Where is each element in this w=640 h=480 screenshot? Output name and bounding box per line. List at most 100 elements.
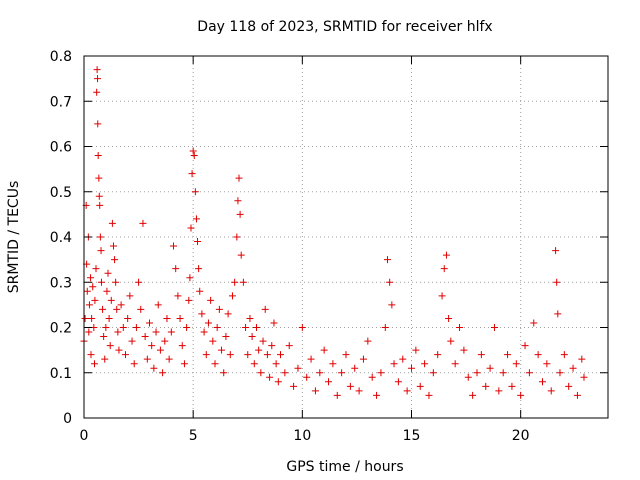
y-tick-label: 0.3	[50, 275, 72, 291]
data-point	[100, 333, 108, 341]
data-point	[547, 387, 555, 395]
y-tick-label: 0.8	[50, 49, 72, 65]
data-point	[187, 224, 195, 232]
data-point	[108, 219, 116, 227]
data-point	[364, 337, 372, 345]
data-point	[192, 215, 200, 223]
data-point	[460, 346, 468, 354]
data-point	[92, 265, 100, 273]
data-point	[490, 324, 498, 331]
y-tick-label: 0.1	[50, 366, 72, 382]
data-point	[447, 337, 455, 345]
data-point	[222, 333, 230, 341]
data-point	[83, 287, 91, 295]
data-point	[117, 301, 125, 309]
data-point	[530, 319, 538, 327]
data-point	[167, 328, 175, 336]
chart-title: Day 118 of 2023, SRMTID for receiver hlf…	[197, 19, 492, 35]
data-point	[298, 324, 306, 331]
data-point	[146, 319, 153, 327]
data-point	[132, 324, 140, 331]
data-point	[554, 310, 562, 318]
data-point	[220, 369, 228, 377]
data-point	[270, 319, 278, 327]
data-point	[141, 333, 149, 341]
data-point	[165, 355, 173, 363]
data-point	[96, 233, 104, 241]
data-point	[543, 360, 551, 368]
data-point	[403, 387, 411, 395]
data-point	[285, 342, 293, 350]
grid-lines	[84, 56, 608, 418]
data-point	[150, 364, 158, 372]
data-point	[228, 292, 236, 300]
data-point	[178, 342, 186, 350]
data-point	[383, 256, 391, 264]
data-point	[373, 391, 381, 399]
data-point	[534, 351, 542, 359]
data-point	[263, 351, 271, 359]
data-point	[552, 247, 560, 255]
data-point	[93, 66, 101, 74]
data-point	[412, 346, 420, 354]
data-point	[135, 278, 143, 286]
data-point	[111, 256, 119, 264]
data-point	[218, 346, 226, 354]
y-tick-label: 0.6	[50, 140, 72, 156]
data-point	[159, 369, 167, 377]
data-point	[119, 324, 127, 331]
data-point	[97, 247, 105, 255]
data-point	[281, 369, 289, 377]
data-point	[105, 314, 113, 322]
data-point	[81, 314, 89, 322]
data-point	[539, 378, 546, 386]
data-point	[189, 147, 197, 155]
data-point	[565, 382, 573, 390]
data-point	[239, 278, 247, 286]
data-point	[342, 351, 350, 359]
data-point	[438, 292, 446, 300]
data-point	[233, 233, 241, 241]
tick-labels: 0 0.1 0.2 0.3 0.4 0.5 0.6 0.7 0.8 0 5 10 15 20	[50, 49, 530, 444]
x-tick-label: 10	[293, 428, 311, 444]
data-point	[495, 387, 503, 395]
data-point	[388, 301, 396, 309]
data-point	[180, 360, 188, 368]
data-point	[482, 382, 490, 390]
data-point	[325, 378, 333, 386]
data-point	[176, 314, 184, 322]
x-tick-label: 20	[512, 428, 530, 444]
data-point	[244, 351, 252, 359]
data-point	[94, 152, 102, 160]
y-tick-label: 0.7	[50, 94, 72, 110]
data-point	[266, 373, 274, 381]
data-point	[250, 360, 258, 368]
data-point	[445, 314, 453, 322]
data-point	[211, 360, 219, 368]
data-point	[170, 242, 178, 250]
data-point	[580, 373, 588, 381]
data-point	[156, 346, 164, 354]
data-point	[95, 192, 103, 200]
data-point	[115, 346, 123, 354]
data-point	[94, 120, 102, 128]
data-point	[440, 265, 448, 273]
data-point	[104, 269, 112, 277]
data-point	[91, 296, 99, 304]
data-point	[290, 382, 298, 390]
data-point	[236, 210, 244, 218]
data-point	[329, 360, 337, 368]
data-point	[237, 251, 245, 259]
data-point	[95, 174, 103, 182]
data-point	[517, 391, 525, 399]
data-point	[242, 324, 250, 331]
data-point	[200, 328, 208, 336]
data-point	[255, 346, 263, 354]
data-point	[294, 364, 302, 372]
data-point	[508, 382, 516, 390]
data-points	[80, 66, 588, 399]
data-point	[257, 369, 265, 377]
data-point	[394, 378, 402, 386]
data-point	[190, 152, 198, 160]
